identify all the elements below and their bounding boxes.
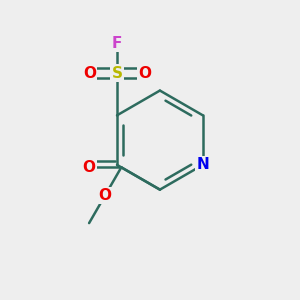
Text: O: O	[82, 160, 96, 175]
Text: S: S	[112, 66, 122, 81]
Text: O: O	[99, 188, 112, 203]
Text: F: F	[112, 36, 122, 51]
Text: O: O	[83, 66, 96, 81]
Text: O: O	[138, 66, 151, 81]
Text: N: N	[196, 158, 209, 172]
